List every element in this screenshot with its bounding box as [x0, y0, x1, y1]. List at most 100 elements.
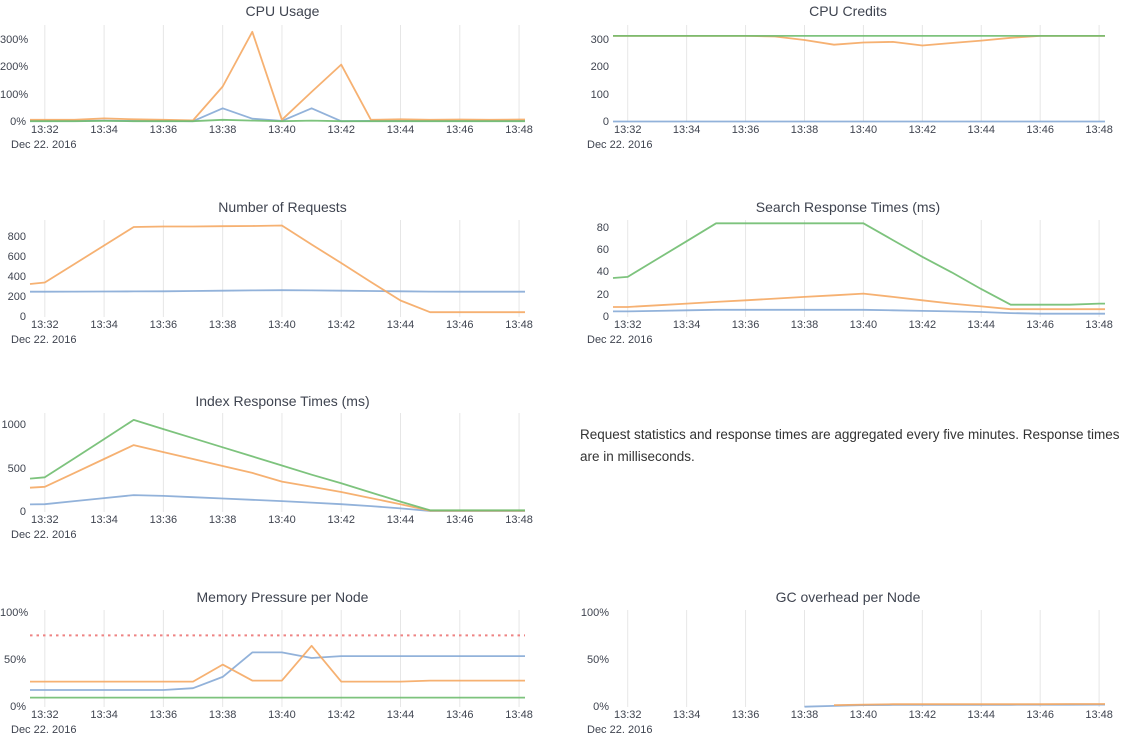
x-tick-label: 13:44	[386, 514, 415, 526]
x-tick-label: 13:46	[446, 709, 474, 721]
x-tick-label: 13:34	[90, 319, 118, 331]
x-tick-label: 13:36	[149, 514, 178, 526]
y-tick-label: 100%	[0, 606, 29, 619]
y-tick-label: 200%	[0, 61, 29, 74]
y-tick-label: 0	[602, 311, 609, 323]
date-label: Dec 22. 2016	[587, 334, 653, 346]
chart-title: CPU Usage	[245, 3, 320, 19]
y-tick-label: 0%	[10, 116, 26, 128]
x-tick-label: 13:44	[386, 124, 415, 136]
y-tick-label: 50%	[586, 653, 609, 666]
x-tick-label: 13:42	[327, 709, 355, 721]
series-node-green	[30, 118, 525, 123]
x-tick-label: 13:46	[1026, 709, 1054, 721]
x-tick-label: 13:44	[386, 709, 415, 721]
x-tick-label: 13:36	[731, 124, 760, 136]
y-tick-label: 40	[596, 266, 609, 279]
series-search-orange	[613, 292, 1105, 311]
y-tick-label: 300	[590, 34, 609, 47]
x-tick-label: 13:38	[790, 319, 819, 331]
chart-plot-area[interactable]: 0 500 1000 13:32 13:34 13:36 13:38 13:40 13:42 13…	[0, 385, 565, 550]
date-label: Dec 22. 2016	[11, 724, 77, 736]
x-tick-label: 13:38	[208, 319, 237, 331]
x-tick-label: 13:42	[908, 319, 937, 331]
chart-canvas[interactable]	[0, 580, 565, 741]
chart-plot-area[interactable]: 0 20 40 60 80 13:32 13:34 13:36 13:38 13:40 13:42 1…	[565, 190, 1131, 355]
y-tick-label: 400	[7, 271, 26, 283]
chart-plot-area[interactable]: 0% 50% 100% 13:32 13:34 13:36 13:38 13:40 13:42 1…	[565, 580, 1131, 741]
x-tick-label: 13:40	[268, 124, 296, 136]
y-tick-label: 200	[7, 291, 26, 303]
series-mem-blue	[30, 651, 525, 691]
y-tick-label: 0%	[593, 701, 609, 713]
series-mem-orange	[30, 644, 525, 683]
chart-memory-pressure-per-node: Memory Pressure per Node 0% 50% 100% 13:32 1…	[0, 580, 565, 741]
chart-plot-area[interactable]: 0 200 400 600 800 13:32 13:34 13:36 13:38 13:40 13…	[0, 190, 565, 355]
date-label: Dec 22. 2016	[11, 139, 77, 151]
y-tick-label: 20	[596, 288, 609, 301]
date-label: Dec 22. 2016	[11, 529, 77, 541]
chart-gc-overhead-per-node: GC overhead per Node 0% 50% 100% 13:32 13:34…	[565, 580, 1131, 741]
y-tick-label: 80	[596, 221, 609, 234]
chart-title: Number of Requests	[218, 199, 347, 215]
x-tick-label: 13:34	[90, 709, 118, 721]
chart-canvas[interactable]	[0, 385, 565, 550]
x-tick-label: 13:44	[386, 319, 415, 331]
x-tick-label: 13:40	[849, 709, 878, 721]
chart-plot-area[interactable]: 0% 50% 100% 13:32 13:34 13:36 13:38 13:40 13:42 1…	[0, 580, 565, 741]
x-tick-label: 13:38	[208, 124, 237, 136]
chart-canvas[interactable]	[0, 0, 565, 160]
chart-title: Index Response Times (ms)	[195, 393, 370, 409]
chart-title: GC overhead per Node	[775, 589, 921, 605]
x-tick-label: 13:46	[1026, 319, 1054, 331]
y-tick-label: 100	[590, 88, 609, 101]
y-tick-label: 100%	[0, 88, 29, 101]
chart-plot-area[interactable]: 0 100 200 300 13:32 13:34 13:36 13:38 13:40 13:42…	[565, 0, 1131, 160]
x-tick-label: 13:42	[327, 124, 355, 136]
x-tick-label: 13:42	[908, 124, 937, 136]
y-tick-label: 500	[7, 462, 26, 475]
chart-canvas[interactable]	[0, 190, 565, 355]
date-label: Dec 22. 2016	[587, 724, 653, 736]
y-tick-label: 100%	[580, 606, 609, 619]
x-tick-label: 13:36	[731, 709, 760, 721]
x-tick-label: 13:34	[672, 124, 701, 136]
x-tick-label: 13:38	[790, 709, 819, 721]
x-tick-label: 13:48	[505, 319, 533, 331]
chart-title: CPU Credits	[809, 3, 887, 19]
x-tick-label: 13:38	[208, 514, 237, 526]
x-tick-label: 13:46	[446, 124, 474, 136]
chart-search-response-times: Search Response Times (ms) 0 20 40 60 80 13:3…	[565, 190, 1131, 355]
y-tick-label: 300%	[0, 34, 29, 47]
x-tick-label: 13:34	[672, 319, 701, 331]
chart-canvas[interactable]	[565, 580, 1131, 741]
x-tick-label: 13:32	[31, 709, 59, 721]
chart-plot-area[interactable]: 0% 100% 200% 300% 13:32 13:34 13:36 13:38 13:40 1…	[0, 0, 565, 160]
x-tick-label: 13:32	[31, 124, 59, 136]
x-tick-label: 13:36	[149, 709, 178, 721]
series-gc-orange	[833, 703, 1105, 706]
chart-canvas[interactable]	[565, 190, 1131, 355]
x-tick-label: 13:38	[790, 124, 819, 136]
x-tick-label: 13:48	[1085, 709, 1113, 721]
chart-cpu-credits: CPU Credits 0 100 200 300 13:32 13:34 13:36 13:…	[565, 0, 1131, 160]
x-tick-label: 13:42	[327, 319, 355, 331]
y-tick-label: 600	[7, 251, 26, 263]
x-tick-label: 13:40	[268, 514, 296, 526]
y-tick-label: 0	[19, 506, 26, 518]
x-tick-label: 13:48	[1085, 124, 1113, 136]
x-tick-label: 13:34	[90, 514, 118, 526]
chart-title: Search Response Times (ms)	[755, 199, 941, 215]
series-index-green	[29, 419, 525, 512]
date-label: Dec 22. 2016	[587, 139, 653, 151]
x-tick-label: 13:48	[505, 514, 533, 526]
series-search-green	[612, 222, 1105, 306]
x-tick-label: 13:40	[268, 709, 296, 721]
x-tick-label: 13:34	[90, 124, 118, 136]
chart-canvas[interactable]	[565, 0, 1131, 160]
chart-index-response-times: Index Response Times (ms) 0 500 1000 13:32 1…	[0, 385, 565, 550]
x-tick-label: 13:44	[967, 124, 996, 136]
series-requests-blue	[30, 289, 525, 293]
x-tick-label: 13:40	[849, 124, 878, 136]
